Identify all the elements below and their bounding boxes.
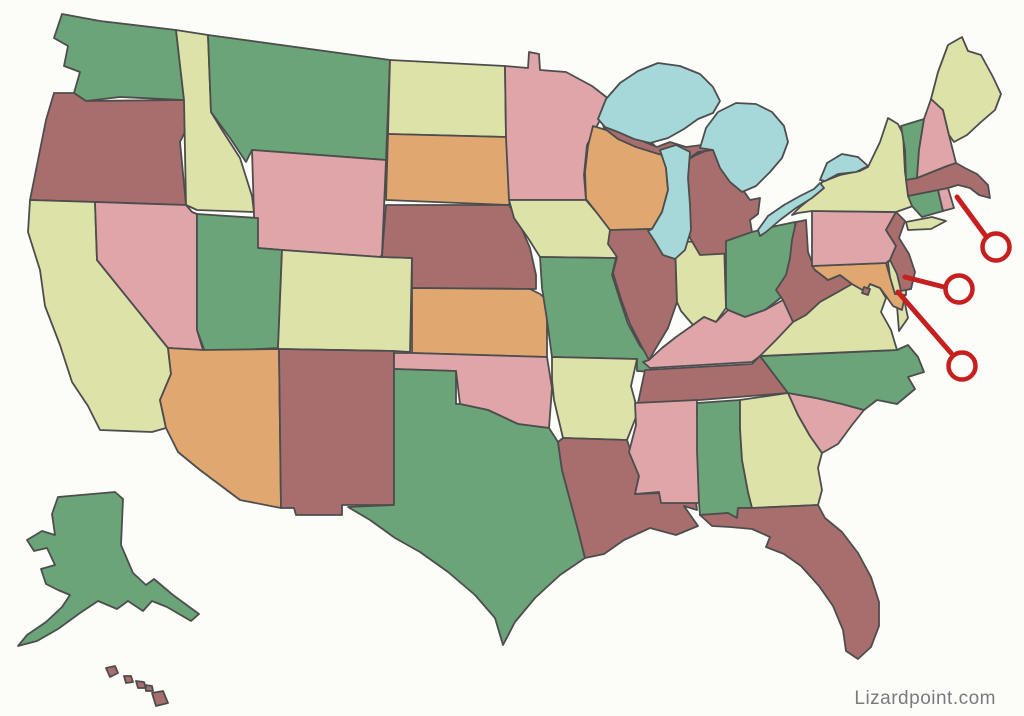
state-oregon[interactable]: [29, 92, 191, 206]
state-new-jersey[interactable]: [885, 211, 916, 292]
lake-erie: [757, 182, 825, 237]
state-district-of-columbia[interactable]: [861, 286, 871, 296]
callout-maryland: [895, 289, 978, 382]
callout-delaware: [902, 273, 975, 305]
states-layer: [17, 13, 1002, 707]
state-florida[interactable]: [699, 504, 880, 660]
lake-ontario: [819, 153, 869, 182]
callout-leader-line: [895, 289, 954, 356]
state-south-dakota[interactable]: [385, 133, 515, 206]
state-hawaii[interactable]: [105, 665, 169, 707]
state-arizona[interactable]: [159, 347, 282, 509]
callout-leader-line: [902, 274, 947, 290]
lake-superior: [597, 62, 721, 144]
state-pennsylvania[interactable]: [811, 210, 897, 267]
lake-michigan: [647, 144, 692, 260]
lake-huron: [699, 102, 789, 193]
state-maine[interactable]: [930, 36, 1002, 143]
state-north-carolina[interactable]: [759, 344, 925, 411]
callout-circle-rhode-island[interactable]: [980, 231, 1012, 263]
state-washington[interactable]: [53, 13, 185, 102]
state-north-dakota[interactable]: [387, 59, 507, 138]
callout-leader-line: [954, 194, 988, 238]
state-wyoming[interactable]: [251, 149, 387, 258]
callout-rhode-island: [954, 194, 1012, 263]
state-montana[interactable]: [207, 34, 391, 163]
callouts-layer: [895, 194, 1012, 382]
state-texas[interactable]: [347, 368, 586, 646]
lakes-layer: [597, 62, 869, 260]
state-kentucky[interactable]: [642, 299, 801, 369]
state-colorado[interactable]: [277, 249, 413, 353]
state-alaska[interactable]: [17, 491, 200, 647]
state-kansas[interactable]: [411, 287, 548, 358]
state-new-mexico[interactable]: [278, 348, 395, 516]
callout-circle-maryland[interactable]: [946, 350, 978, 382]
callout-circle-delaware[interactable]: [943, 273, 975, 305]
watermark: Lizardpoint.com: [854, 688, 996, 709]
state-mississippi[interactable]: [628, 399, 700, 504]
state-arkansas[interactable]: [551, 356, 639, 441]
